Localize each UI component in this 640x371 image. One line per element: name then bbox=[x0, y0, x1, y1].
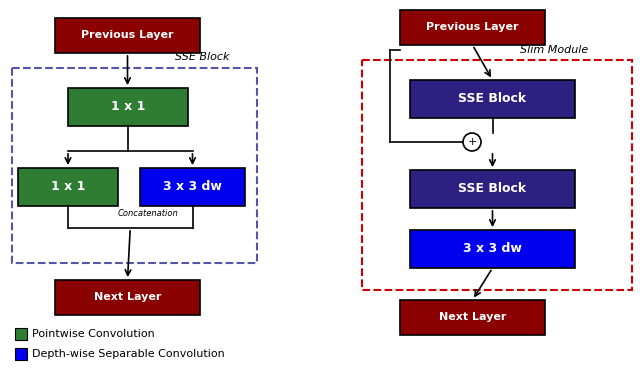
Bar bbox=[15, 328, 27, 340]
FancyBboxPatch shape bbox=[18, 168, 118, 206]
Text: 1 x 1: 1 x 1 bbox=[111, 101, 145, 114]
FancyBboxPatch shape bbox=[400, 300, 545, 335]
Text: SSE Block: SSE Block bbox=[458, 92, 527, 105]
Text: 1 x 1: 1 x 1 bbox=[51, 181, 85, 194]
Text: Previous Layer: Previous Layer bbox=[81, 30, 173, 40]
Text: 3 x 3 dw: 3 x 3 dw bbox=[463, 243, 522, 256]
Text: SSE Block: SSE Block bbox=[458, 183, 527, 196]
FancyBboxPatch shape bbox=[410, 170, 575, 208]
Bar bbox=[15, 348, 27, 360]
FancyBboxPatch shape bbox=[410, 80, 575, 118]
Text: +: + bbox=[467, 137, 477, 147]
FancyBboxPatch shape bbox=[55, 18, 200, 53]
Text: Next Layer: Next Layer bbox=[439, 312, 506, 322]
Text: Pointwise Convolution: Pointwise Convolution bbox=[32, 329, 155, 339]
FancyBboxPatch shape bbox=[55, 280, 200, 315]
Text: 3 x 3 dw: 3 x 3 dw bbox=[163, 181, 222, 194]
FancyBboxPatch shape bbox=[400, 10, 545, 45]
FancyBboxPatch shape bbox=[140, 168, 245, 206]
Circle shape bbox=[463, 133, 481, 151]
FancyBboxPatch shape bbox=[410, 230, 575, 268]
Text: Next Layer: Next Layer bbox=[94, 292, 161, 302]
Text: SSE Block: SSE Block bbox=[175, 52, 230, 62]
Text: Depth-wise Separable Convolution: Depth-wise Separable Convolution bbox=[32, 349, 225, 359]
Text: Slim Module: Slim Module bbox=[520, 45, 588, 55]
FancyBboxPatch shape bbox=[68, 88, 188, 126]
Text: Concatenation: Concatenation bbox=[118, 209, 179, 218]
Text: Previous Layer: Previous Layer bbox=[426, 23, 519, 33]
